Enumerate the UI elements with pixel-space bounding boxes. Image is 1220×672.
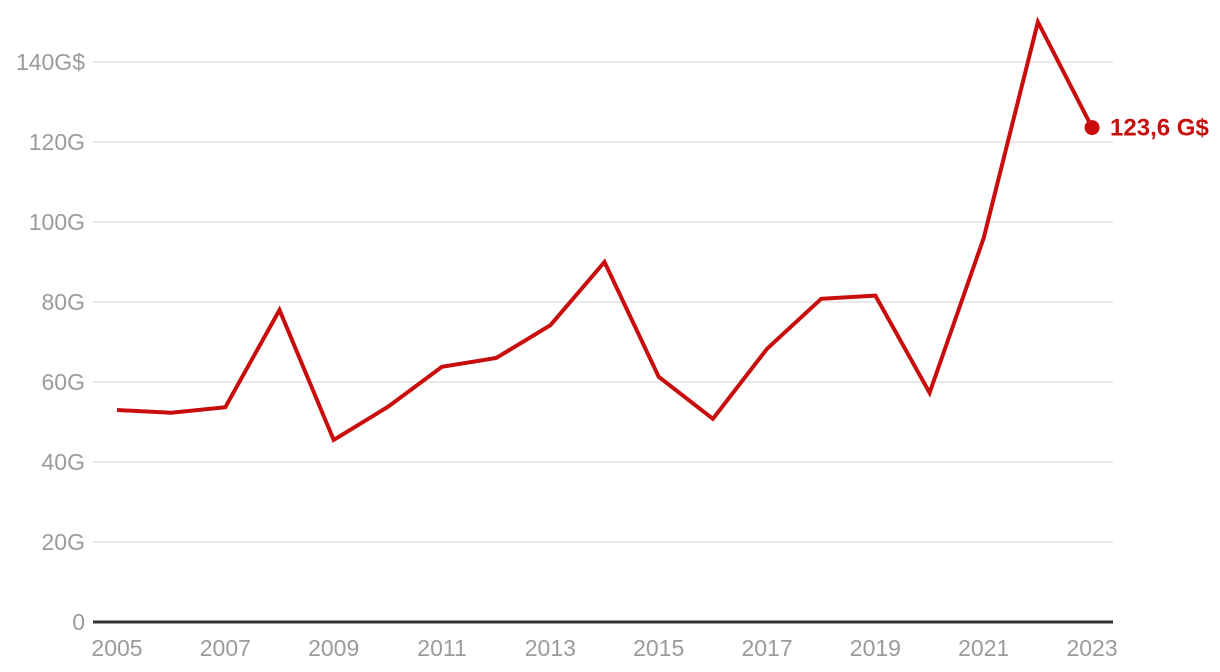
x-tick-label: 2019 [850,635,901,661]
end-value-label: 123,6 G$ [1110,115,1209,142]
y-tick-label: 0 [72,609,85,635]
y-tick-label: 60G [42,369,85,395]
y-tick-label: 40G [42,449,85,475]
x-tick-label: 2009 [308,635,359,661]
data-line-series [116,16,1094,443]
x-tick-label: 2013 [525,635,576,661]
y-tick-label: 100G [29,209,85,235]
y-tick-label: 120G [29,129,85,155]
y-tick-label: 20G [42,529,85,555]
y-tick-label: 80G [42,289,85,315]
x-tick-label: 2017 [741,635,792,661]
x-tick-label: 2005 [91,635,142,661]
x-tick-label: 2007 [200,635,251,661]
x-tick-label: 2023 [1066,635,1117,661]
x-tick-label: 2021 [958,635,1009,661]
y-tick-label: 140G$ [16,49,85,75]
x-tick-label: 2015 [633,635,684,661]
x-tick-label: 2011 [417,635,466,661]
end-point-dot [1084,120,1100,136]
